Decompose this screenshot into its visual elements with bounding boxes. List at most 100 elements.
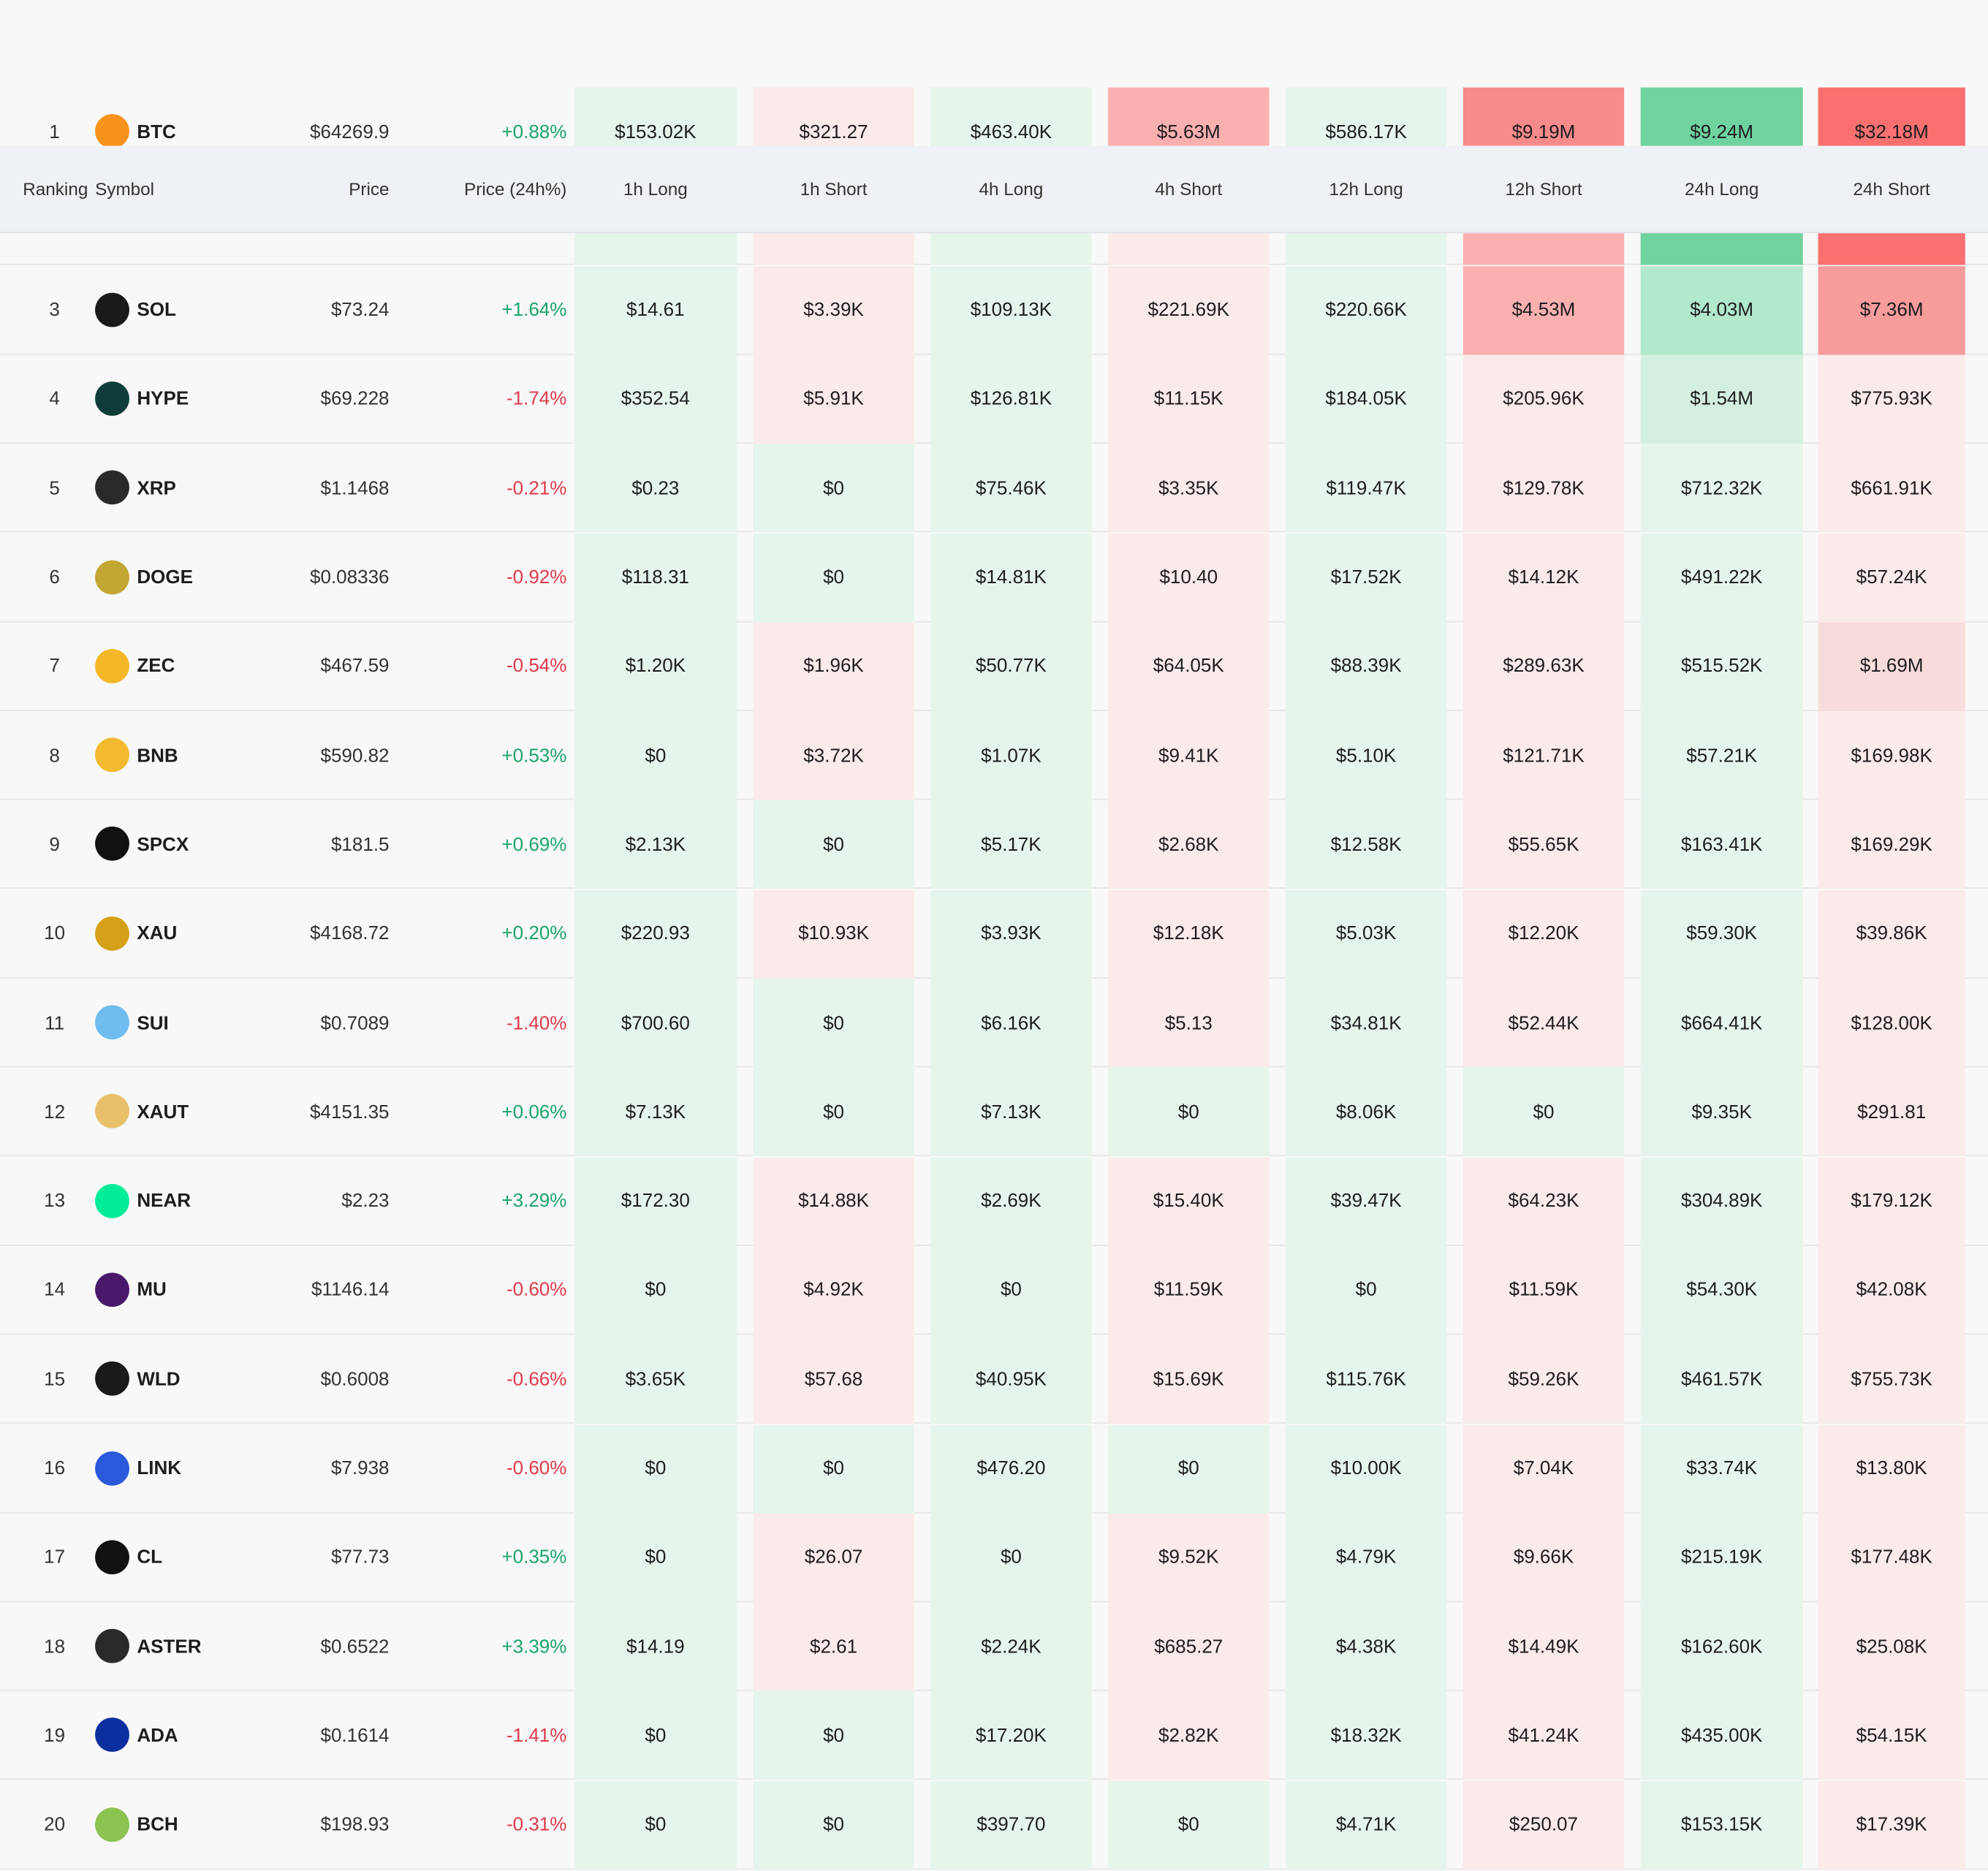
cell-background [574,533,737,622]
cell-background [1462,1067,1625,1157]
liquidation-value: $177.48K [1851,1546,1932,1568]
cell-background [1640,1602,1803,1691]
liquidation-value: $0 [823,1457,845,1480]
cell-background [930,1156,1092,1246]
table-row[interactable]: 19 ADA $0.1614 -1.41% $0 $0 $17.20K $2.82K $18.3… [0,1691,1988,1780]
cell-background [753,1156,914,1246]
table-row[interactable]: 20 BCH $198.93 -0.31% $0 $0 $397.70 $0 $4.71K $25… [0,1780,1988,1870]
table-row[interactable]: 4 HYPE $69.228 -1.74% $352.54 $5.91K $126.81K $… [0,354,1988,444]
price: $2.23 [341,1190,390,1212]
cell-background [930,1602,1092,1691]
table-row[interactable]: 11 SUI $0.7089 -1.40% $700.60 $0 $6.16K $5.13 $3… [0,978,1988,1068]
table-row[interactable]: 5 XRP $1.1468 -0.21% $0.23 $0 $75.46K $3.35K $11… [0,444,1988,533]
liquidation-value: $25.08K [1856,1636,1927,1658]
liquidation-value: $0 [1355,1279,1377,1302]
liquidation-value: $700.60 [621,1012,690,1034]
liquidation-value: $221.69K [1147,299,1229,321]
price-change: -1.40% [506,1012,567,1034]
liquidation-value: $291.81 [1857,1101,1927,1123]
cell-background [1640,711,1803,800]
coin-icon [95,648,129,683]
liquidation-value: $57.68 [804,1368,863,1391]
liquidation-value: $5.13 [1164,1012,1213,1034]
cell-background [1462,444,1625,533]
liquidation-value: $14.12K [1508,566,1579,588]
liquidation-value: $17.39K [1856,1814,1927,1836]
liquidation-value: $755.73K [1851,1368,1932,1391]
table-row[interactable]: 3 SOL $73.24 +1.64% $14.61 $3.39K $109.13K $221… [0,265,1988,354]
cell-background [1462,1245,1625,1335]
liquidation-value: $42.08K [1856,1279,1927,1302]
liquidation-value: $397.70 [976,1814,1046,1836]
column-header[interactable]: Price (24h%) [464,178,567,200]
table-row[interactable]: 14 MU $1146.14 -0.60% $0 $4.92K $0 $11.59K $0 $11… [0,1245,1988,1335]
coin-icon [95,1539,129,1574]
symbol: MU [137,1279,167,1302]
column-header[interactable]: 12h Short [1505,178,1582,200]
cell-background [1462,1602,1625,1691]
liquidation-value: $4.79K [1335,1546,1397,1568]
column-header[interactable]: Price [349,178,390,200]
column-header[interactable]: 4h Long [979,178,1044,200]
table-row[interactable]: 17 CL $77.73 +0.35% $0 $26.07 $0 $9.52K $4.79K $9… [0,1513,1988,1602]
liquidation-value: $586.17K [1325,121,1407,143]
price-change: -1.41% [506,1725,567,1747]
table-row[interactable]: 18 ASTER $0.6522 +3.39% $14.19 $2.61 $2.24K $68… [0,1602,1988,1691]
liquidation-value: $4.92K [803,1279,864,1302]
column-header[interactable]: 4h Short [1155,178,1223,200]
column-header[interactable]: 1h Short [800,178,868,200]
coin-icon [95,114,129,148]
cell-background [1108,265,1270,354]
price: $77.73 [330,1546,390,1568]
price-change: +3.29% [501,1190,567,1212]
liquidation-value: $6.16K [981,1012,1042,1034]
column-header[interactable]: 24h Long [1685,178,1759,200]
liquidation-value: $9.66K [1513,1546,1574,1568]
coin-icon [95,827,129,862]
cell-background [930,978,1092,1068]
cell-background [1640,1335,1803,1424]
liquidation-value: $7.04K [1513,1457,1574,1480]
liquidation-value: $1.69M [1859,656,1924,678]
table-row[interactable]: 12 XAUT $4151.35 +0.06% $7.13K $0 $7.13K $0 $8.0… [0,1067,1988,1157]
column-header[interactable]: 12h Long [1329,178,1403,200]
column-header[interactable]: 1h Long [623,178,688,200]
cell-background [930,1691,1092,1780]
cell-background [1285,533,1447,622]
column-header[interactable]: Symbol [95,178,155,200]
liquidation-value: $0 [645,1546,667,1568]
price-change: -0.92% [506,566,567,588]
cell-background [753,1424,914,1514]
liquidation-value: $9.52K [1158,1546,1219,1568]
column-header[interactable]: Ranking [23,178,88,200]
table-row[interactable]: 6 DOGE $0.08336 -0.92% $118.31 $0 $14.81K $10.4… [0,533,1988,622]
table-row[interactable]: 8 BNB $590.82 +0.53% $0 $3.72K $1.07K $9.41K $5.… [0,711,1988,800]
cell-background [1640,1156,1803,1246]
cell-background [1640,1424,1803,1514]
ranking: 6 [49,566,60,588]
liquidation-value: $52.44K [1508,1012,1579,1034]
cell-background [930,1335,1092,1424]
table-row[interactable]: 10 XAU $4168.72 +0.20% $220.93 $10.93K $3.93K $… [0,889,1988,979]
liquidation-value: $17.20K [975,1725,1047,1747]
cell-background [930,1067,1092,1157]
cell-background [1285,1067,1447,1157]
cell-background [1818,354,1965,444]
liquidation-value: $10.40 [1159,566,1218,588]
cell-background [1462,533,1625,622]
price-change: -0.31% [506,1814,567,1836]
liquidation-value: $9.19M [1511,121,1576,143]
table-row[interactable]: 9 SPCX $181.5 +0.69% $2.13K $0 $5.17K $2.68K $12… [0,800,1988,889]
table-row[interactable]: 16 LINK $7.938 -0.60% $0 $0 $476.20 $0 $10.00K $7… [0,1424,1988,1514]
coin-icon [95,1451,129,1485]
liquidation-value: $153.02K [615,121,697,143]
price: $73.24 [330,299,390,321]
coin-icon [95,292,129,327]
liquidation-value: $9.35K [1691,1101,1752,1123]
column-header[interactable]: 24h Short [1853,178,1930,200]
cell-background [930,1424,1092,1514]
cell-background [1462,1156,1625,1246]
table-row[interactable]: 13 NEAR $2.23 +3.29% $172.30 $14.88K $2.69K $15… [0,1156,1988,1246]
table-row[interactable]: 15 WLD $0.6008 -0.66% $3.65K $57.68 $40.95K $15… [0,1335,1988,1424]
table-row[interactable]: 7 ZEC $467.59 -0.54% $1.20K $1.96K $50.77K $64.… [0,622,1988,711]
